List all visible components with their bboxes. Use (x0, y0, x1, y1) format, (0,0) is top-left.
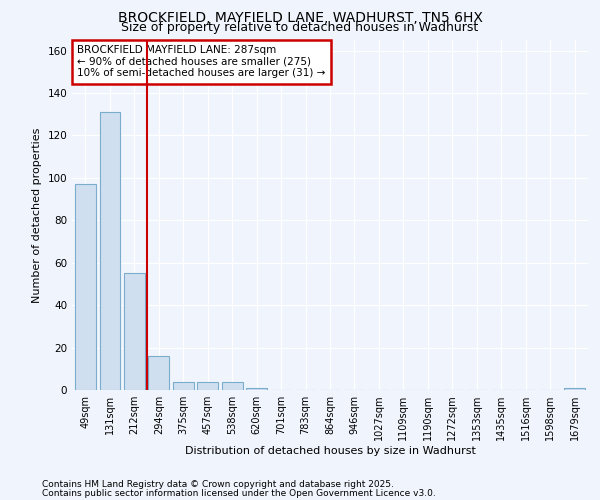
Y-axis label: Number of detached properties: Number of detached properties (32, 128, 42, 302)
Text: BROCKFIELD, MAYFIELD LANE, WADHURST, TN5 6HX: BROCKFIELD, MAYFIELD LANE, WADHURST, TN5… (118, 11, 482, 25)
Bar (124, 274, 145, 390)
Bar (564, 388, 585, 390)
Text: BROCKFIELD MAYFIELD LANE: 287sqm
← 90% of detached houses are smaller (275)
10% : BROCKFIELD MAYFIELD LANE: 287sqm ← 90% o… (77, 46, 326, 78)
Bar (75, 184, 96, 390)
Text: Contains public sector information licensed under the Open Government Licence v3: Contains public sector information licen… (42, 488, 436, 498)
Bar (222, 382, 242, 390)
Bar (173, 382, 194, 390)
X-axis label: Distribution of detached houses by size in Wadhurst: Distribution of detached houses by size … (185, 446, 475, 456)
Bar (100, 112, 120, 390)
Bar (148, 356, 169, 390)
Text: Size of property relative to detached houses in Wadhurst: Size of property relative to detached ho… (121, 22, 479, 35)
Bar (246, 388, 267, 390)
Text: Contains HM Land Registry data © Crown copyright and database right 2025.: Contains HM Land Registry data © Crown c… (42, 480, 394, 489)
Bar (197, 382, 218, 390)
